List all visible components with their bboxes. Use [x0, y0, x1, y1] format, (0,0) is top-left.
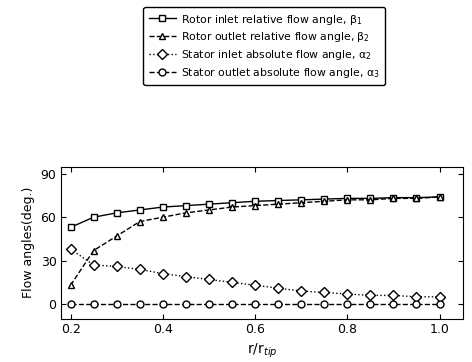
Rotor inlet relative flow angle, β$_1$ — [206, 202, 212, 206]
Rotor inlet relative flow angle, β$_1$ — [160, 205, 166, 209]
Stator inlet absolute flow angle, α$_2$ — [275, 286, 281, 290]
Stator inlet absolute flow angle, α$_2$ — [252, 283, 258, 287]
Rotor outlet relative flow angle, β$_2$ — [321, 199, 327, 203]
Stator outlet absolute flow angle, α$_3$ — [345, 302, 350, 306]
Rotor outlet relative flow angle, β$_2$ — [229, 205, 235, 209]
Stator inlet absolute flow angle, α$_2$ — [160, 272, 166, 276]
Rotor outlet relative flow angle, β$_2$ — [160, 215, 166, 219]
Stator inlet absolute flow angle, α$_2$ — [413, 295, 419, 299]
Stator outlet absolute flow angle, α$_3$ — [206, 302, 212, 306]
Rotor outlet relative flow angle, β$_2$ — [252, 203, 258, 208]
Stator inlet absolute flow angle, α$_2$ — [91, 263, 96, 267]
Rotor inlet relative flow angle, β$_1$ — [68, 225, 74, 230]
Stator outlet absolute flow angle, α$_3$ — [68, 302, 74, 306]
Stator inlet absolute flow angle, α$_2$ — [137, 267, 143, 272]
Rotor inlet relative flow angle, β$_1$ — [91, 215, 96, 219]
Rotor outlet relative flow angle, β$_2$ — [437, 195, 442, 199]
Stator inlet absolute flow angle, α$_2$ — [183, 274, 189, 279]
Rotor inlet relative flow angle, β$_1$ — [137, 208, 143, 212]
Rotor outlet relative flow angle, β$_2$ — [390, 196, 396, 201]
Stator inlet absolute flow angle, α$_2$ — [229, 280, 235, 285]
Line: Stator inlet absolute flow angle, α$_2$: Stator inlet absolute flow angle, α$_2$ — [67, 245, 443, 300]
Rotor outlet relative flow angle, β$_2$ — [183, 211, 189, 215]
Stator outlet absolute flow angle, α$_3$ — [368, 302, 373, 306]
Stator outlet absolute flow angle, α$_3$ — [437, 302, 442, 306]
Rotor outlet relative flow angle, β$_2$ — [206, 208, 212, 212]
Rotor outlet relative flow angle, β$_2$ — [137, 219, 143, 224]
Stator outlet absolute flow angle, α$_3$ — [298, 302, 304, 306]
Stator outlet absolute flow angle, α$_3$ — [137, 302, 143, 306]
Rotor inlet relative flow angle, β$_1$ — [275, 198, 281, 203]
Stator outlet absolute flow angle, α$_3$ — [183, 302, 189, 306]
Stator inlet absolute flow angle, α$_2$ — [68, 247, 74, 251]
Stator outlet absolute flow angle, α$_3$ — [114, 302, 119, 306]
Rotor outlet relative flow angle, β$_2$ — [275, 202, 281, 206]
Stator outlet absolute flow angle, α$_3$ — [321, 302, 327, 306]
Stator outlet absolute flow angle, α$_3$ — [91, 302, 96, 306]
Stator inlet absolute flow angle, α$_2$ — [345, 292, 350, 296]
Rotor inlet relative flow angle, β$_1$ — [183, 203, 189, 208]
Stator inlet absolute flow angle, α$_2$ — [114, 264, 119, 269]
Rotor inlet relative flow angle, β$_1$ — [368, 196, 373, 201]
Stator inlet absolute flow angle, α$_2$ — [321, 290, 327, 295]
Rotor outlet relative flow angle, β$_2$ — [413, 196, 419, 201]
Rotor outlet relative flow angle, β$_2$ — [114, 234, 119, 238]
Stator outlet absolute flow angle, α$_3$ — [390, 302, 396, 306]
Rotor inlet relative flow angle, β$_1$ — [437, 195, 442, 199]
Stator inlet absolute flow angle, α$_2$ — [298, 289, 304, 293]
Rotor outlet relative flow angle, β$_2$ — [68, 283, 74, 287]
Stator outlet absolute flow angle, α$_3$ — [229, 302, 235, 306]
Line: Rotor outlet relative flow angle, β$_2$: Rotor outlet relative flow angle, β$_2$ — [67, 193, 443, 289]
X-axis label: r/r$_{tip}$: r/r$_{tip}$ — [247, 342, 277, 360]
Line: Rotor inlet relative flow angle, β$_1$: Rotor inlet relative flow angle, β$_1$ — [67, 193, 443, 231]
Stator inlet absolute flow angle, α$_2$ — [390, 293, 396, 298]
Rotor inlet relative flow angle, β$_1$ — [298, 198, 304, 202]
Rotor inlet relative flow angle, β$_1$ — [345, 196, 350, 201]
Stator outlet absolute flow angle, α$_3$ — [160, 302, 166, 306]
Stator inlet absolute flow angle, α$_2$ — [368, 293, 373, 298]
Y-axis label: Flow angles(deg.): Flow angles(deg.) — [22, 187, 35, 298]
Rotor outlet relative flow angle, β$_2$ — [91, 248, 96, 253]
Stator outlet absolute flow angle, α$_3$ — [413, 302, 419, 306]
Stator outlet absolute flow angle, α$_3$ — [275, 302, 281, 306]
Stator inlet absolute flow angle, α$_2$ — [206, 277, 212, 282]
Rotor inlet relative flow angle, β$_1$ — [390, 195, 396, 200]
Legend: Rotor inlet relative flow angle, β$_1$, Rotor outlet relative flow angle, β$_2$,: Rotor inlet relative flow angle, β$_1$, … — [143, 7, 385, 85]
Rotor inlet relative flow angle, β$_1$ — [321, 197, 327, 201]
Rotor outlet relative flow angle, β$_2$ — [345, 198, 350, 202]
Stator inlet absolute flow angle, α$_2$ — [437, 295, 442, 299]
Rotor inlet relative flow angle, β$_1$ — [229, 201, 235, 205]
Rotor outlet relative flow angle, β$_2$ — [368, 198, 373, 202]
Stator outlet absolute flow angle, α$_3$ — [252, 302, 258, 306]
Rotor inlet relative flow angle, β$_1$ — [413, 195, 419, 200]
Rotor outlet relative flow angle, β$_2$ — [298, 201, 304, 205]
Line: Stator outlet absolute flow angle, α$_3$: Stator outlet absolute flow angle, α$_3$ — [67, 300, 443, 308]
Rotor inlet relative flow angle, β$_1$ — [252, 199, 258, 203]
Rotor inlet relative flow angle, β$_1$ — [114, 211, 119, 215]
